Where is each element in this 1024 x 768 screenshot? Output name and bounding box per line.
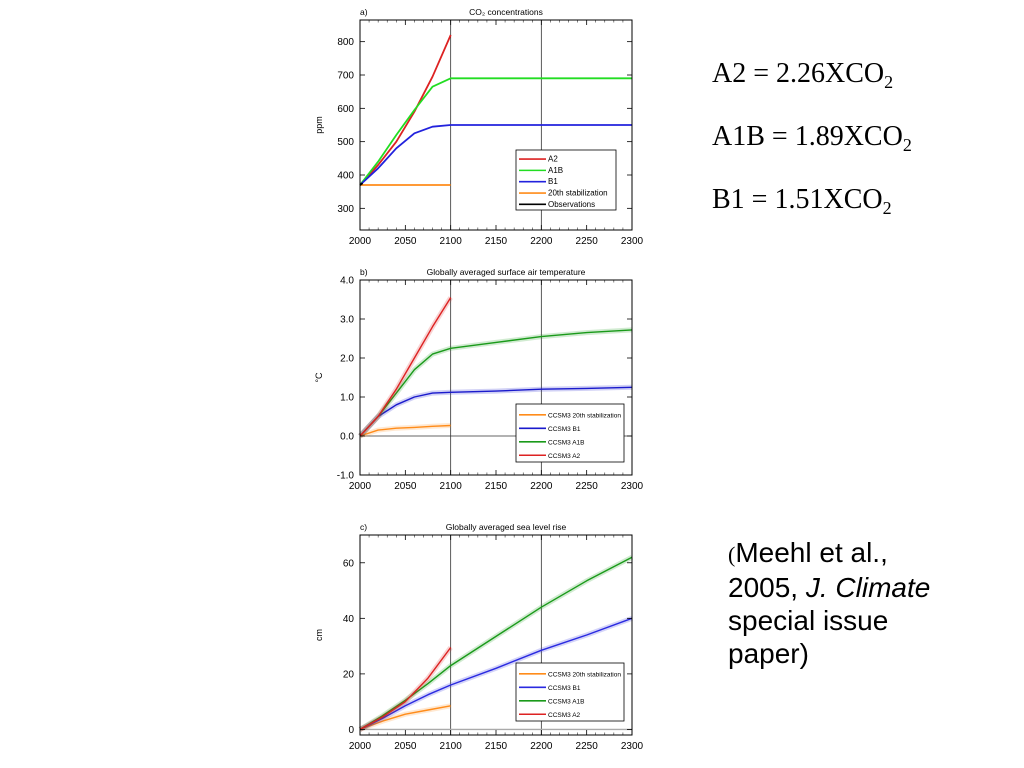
legend: CCSM3 20th stabilization CCSM3 B1 CCSM3 A1… (515, 662, 625, 722)
x-tick-label: 2100 (440, 741, 463, 752)
legend: CCSM3 20th stabilization CCSM3 B1 CCSM3 A1… (515, 403, 625, 463)
series-band (359, 423, 451, 439)
x-tick-label: 2150 (485, 236, 508, 247)
series-line (359, 617, 633, 731)
y-tick-label: 1.0 (340, 393, 354, 404)
legend-label: CCSM3 A2 (548, 712, 581, 719)
y-tick-label: 700 (337, 71, 354, 82)
y-axis-label: cm (314, 629, 324, 641)
x-tick-label: 2150 (485, 481, 508, 492)
x-tick-label: 2050 (394, 481, 417, 492)
panel-title: Globally averaged surface air temperatur… (427, 267, 586, 277)
y-tick-label: 20 (343, 669, 355, 680)
y-tick-label: 40 (343, 614, 355, 625)
y-tick-label: 600 (337, 104, 354, 115)
series-line (359, 329, 633, 437)
series-line (359, 34, 452, 186)
series-band (359, 703, 452, 732)
chart-panel-3: 2000 2050 2100 2150 2200 2250 2300 0 20 40 60 c) Glo… (314, 522, 644, 752)
citation: (Meehl et al., 2005, J. Climate special … (728, 536, 1018, 670)
equation-b1-text: B1 = 1.51XCO (712, 184, 883, 215)
series-line (359, 424, 451, 437)
citation-line3: special issue (728, 605, 889, 636)
equation-a2-sub: 2 (884, 72, 894, 92)
chart-panel-1: 2000 2050 2100 2150 2200 2250 2300 300 400 500 600… (314, 7, 644, 247)
legend-label: CCSM3 A1B (548, 698, 585, 705)
citation-open-paren: ( (728, 542, 736, 567)
y-tick-label: 800 (337, 37, 354, 48)
equation-a2: A2 = 2.26XCO2 (712, 58, 894, 92)
panel-title: Globally averaged sea level rise (446, 522, 567, 532)
series-line (359, 647, 452, 731)
y-tick-label: 4.0 (340, 276, 354, 287)
legend-label: CCSM3 20th stabilization (548, 671, 621, 678)
y-tick-label: 2.0 (340, 354, 354, 365)
y-axis-label: °C (314, 372, 324, 383)
x-tick-label: 2000 (349, 236, 372, 247)
chart-panel-2: 2000 2050 2100 2150 2200 2250 2300 -1.0 0.0 1.0 2.… (314, 267, 644, 492)
y-tick-label: 60 (343, 558, 355, 569)
x-tick-label: 2200 (530, 741, 553, 752)
legend-label: A1B (548, 166, 563, 175)
legend: A2 A1B B1 20th stabilization Observations (515, 149, 617, 211)
y-tick-label: 0.0 (340, 432, 354, 443)
x-tick-label: 2000 (349, 741, 372, 752)
citation-journal: J. Climate (805, 572, 931, 603)
x-tick-label: 2100 (440, 236, 463, 247)
x-tick-label: 2300 (621, 741, 644, 752)
citation-year: 2005, (728, 572, 806, 603)
equation-a2-text: A2 = 2.26XCO (712, 58, 885, 89)
legend-label: 20th stabilization (548, 189, 608, 198)
citation-authors: Meehl et al., (735, 537, 888, 568)
x-tick-label: 2300 (621, 481, 644, 492)
series-line (359, 705, 451, 731)
y-tick-label: 500 (337, 137, 354, 148)
series-line (359, 77, 632, 186)
legend-label: CCSM3 A2 (548, 453, 581, 460)
x-tick-label: 2050 (394, 236, 417, 247)
legend-box (515, 149, 617, 211)
legend-label: A2 (548, 155, 558, 164)
legend-label: Observations (548, 200, 595, 209)
series-line (359, 297, 452, 437)
panel-label: c) (360, 522, 367, 532)
y-tick-label: 0 (348, 725, 354, 736)
panel-label: a) (360, 7, 368, 17)
panel-title: CO₂ concentrations (469, 7, 543, 17)
equation-b1: B1 = 1.51XCO2 (712, 184, 892, 218)
series-line (359, 556, 633, 730)
equation-b1-sub: 2 (882, 198, 892, 218)
legend-box (515, 662, 625, 722)
legend-label: CCSM3 20th stabilization (548, 412, 621, 419)
y-tick-label: 3.0 (340, 315, 354, 326)
citation-line4: paper) (728, 638, 809, 669)
x-tick-label: 2300 (621, 236, 644, 247)
legend-label: B1 (548, 177, 558, 186)
legend-label: CCSM3 B1 (548, 426, 581, 433)
series-line (359, 386, 633, 437)
series-line (359, 124, 632, 186)
equation-a1b-sub: 2 (902, 135, 912, 155)
x-tick-label: 2200 (530, 236, 553, 247)
legend-label: CCSM3 A1B (548, 439, 585, 446)
y-tick-label: 400 (337, 171, 354, 182)
equation-a1b-text: A1B = 1.89XCO (712, 121, 903, 152)
x-tick-label: 2250 (576, 236, 599, 247)
x-tick-label: 2200 (530, 481, 553, 492)
figure-panels: 2000 2050 2100 2150 2200 2250 2300300400500600… (314, 7, 644, 752)
equation-a1b: A1B = 1.89XCO2 (712, 121, 912, 155)
x-tick-label: 2250 (576, 481, 599, 492)
x-tick-label: 2250 (576, 741, 599, 752)
legend-label: CCSM3 B1 (548, 685, 581, 692)
y-tick-label: 300 (337, 204, 354, 215)
panel-label: b) (360, 267, 368, 277)
y-axis-label: ppm (314, 116, 324, 134)
x-tick-label: 2000 (349, 481, 372, 492)
x-tick-label: 2150 (485, 741, 508, 752)
x-tick-label: 2100 (440, 481, 463, 492)
legend-box (515, 403, 625, 463)
y-tick-label: -1.0 (337, 471, 355, 482)
x-tick-label: 2050 (394, 741, 417, 752)
